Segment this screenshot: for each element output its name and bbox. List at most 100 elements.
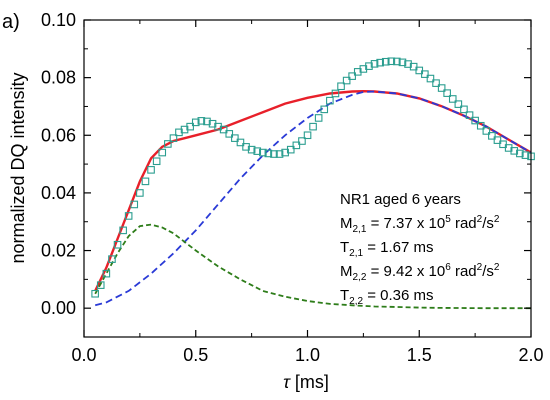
y-tick-label: 0.10 (41, 10, 76, 30)
data-point (331, 89, 340, 98)
t22-value: = 0.36 ms (363, 287, 433, 304)
t21-line: T2,1 = 1.67 ms (340, 239, 434, 259)
data-point (136, 189, 144, 197)
m22-subscript: 2,2 (353, 272, 367, 283)
m21-value: = 7.37 x 10 (366, 215, 445, 232)
data-point (437, 84, 446, 92)
data-point (432, 79, 440, 87)
m21-unit-tail: /s (482, 215, 494, 232)
m21-subscript: 2,1 (353, 224, 367, 235)
data-point (152, 157, 161, 166)
total-fit-line (94, 89, 532, 292)
y-axis-label: normalized DQ intensity (8, 72, 28, 263)
data-point (387, 57, 396, 66)
data-point (225, 130, 234, 138)
data-point (253, 147, 262, 155)
m22-unit: rad (451, 263, 477, 280)
data-point (337, 82, 345, 91)
data-point (147, 166, 155, 174)
t21-symbol: T (340, 239, 349, 256)
x-tick-label: 1.0 (295, 345, 320, 365)
m21-line: M2,1 = 7.37 x 105 rad2/s2 (340, 214, 500, 235)
data-point (203, 117, 211, 126)
data-point (158, 148, 167, 157)
x-tick-label: 2.0 (518, 345, 543, 365)
y-tick-label: 0.06 (41, 125, 76, 145)
data-point (108, 255, 116, 263)
data-point (493, 136, 502, 144)
x-axis-unit: [ms] (290, 372, 329, 392)
data-point (96, 281, 105, 289)
data-point (264, 149, 273, 158)
data-point (247, 145, 256, 154)
data-point (381, 57, 390, 66)
data-point (365, 62, 373, 70)
data-point (141, 177, 150, 186)
data-point (404, 60, 412, 68)
x-axis-symbol: τ (283, 372, 291, 392)
data-point (314, 114, 323, 122)
data-point (488, 132, 496, 140)
data-point (421, 70, 429, 78)
m22-unit-tail-exponent: 2 (494, 262, 500, 273)
data-point (376, 58, 384, 67)
m21-exponent: 5 (445, 214, 451, 225)
data-point (286, 145, 295, 154)
data-point (130, 200, 139, 209)
m21-unit-exponent: 2 (477, 214, 483, 225)
plot-frame (83, 19, 532, 338)
axis-ticks (83, 19, 532, 337)
sample-label: NR1 aged 6 years (340, 191, 461, 208)
data-point (113, 240, 122, 249)
data-point (465, 111, 474, 119)
t22-subscript: 2,2 (349, 296, 363, 307)
data-point (471, 116, 479, 125)
data-point (231, 134, 239, 142)
data-point (219, 125, 228, 134)
y-tick-label: 0.08 (41, 68, 76, 88)
data-point (102, 269, 111, 278)
data-point (259, 148, 267, 157)
data-point (443, 89, 451, 97)
m22-line: M2,2 = 9.42 x 106 rad2/s2 (340, 262, 500, 283)
dq-data-markers (91, 57, 535, 298)
t22-symbol: T (340, 287, 349, 304)
data-point (197, 117, 206, 125)
plot-area (91, 57, 535, 310)
data-point (342, 76, 351, 85)
x-tick-label: 0.5 (183, 345, 208, 365)
x-tick-label: 1.5 (407, 345, 432, 365)
data-point (270, 150, 278, 158)
data-point (426, 74, 435, 83)
data-point (298, 137, 306, 145)
data-point (186, 122, 194, 131)
data-point (169, 134, 178, 142)
m22-symbol: M (340, 263, 353, 280)
data-point (454, 100, 463, 108)
data-point (448, 95, 457, 103)
data-point (482, 127, 491, 135)
data-point (348, 72, 356, 80)
data-point (320, 105, 329, 114)
component-2-fit-line (94, 223, 531, 310)
data-point (191, 118, 200, 127)
data-point (303, 131, 312, 140)
data-point (476, 121, 485, 130)
m22-unit-tail: /s (482, 263, 494, 280)
t21-value: = 1.67 ms (363, 239, 433, 256)
panel-label: a) (2, 11, 20, 33)
data-point (292, 141, 301, 150)
y-tick-label: 0.00 (41, 298, 76, 318)
fit-parameters-annotation: NR1 aged 6 years M2,1 = 7.37 x 105 rad2/… (340, 191, 500, 307)
m22-unit-exponent: 2 (477, 262, 483, 273)
data-point (119, 226, 127, 235)
t22-line: T2,2 = 0.36 ms (340, 287, 434, 307)
m21-unit-tail-exponent: 2 (494, 214, 500, 225)
data-point (521, 151, 530, 159)
axis-tick-labels: 0.0 0.5 1.0 1.5 2.0 0.00 0.02 0.04 0.06 0.08 0.10 (41, 10, 544, 365)
x-tick-label: 0.0 (71, 345, 96, 365)
m22-exponent: 6 (445, 262, 451, 273)
data-point (326, 96, 334, 105)
data-point (460, 105, 468, 114)
